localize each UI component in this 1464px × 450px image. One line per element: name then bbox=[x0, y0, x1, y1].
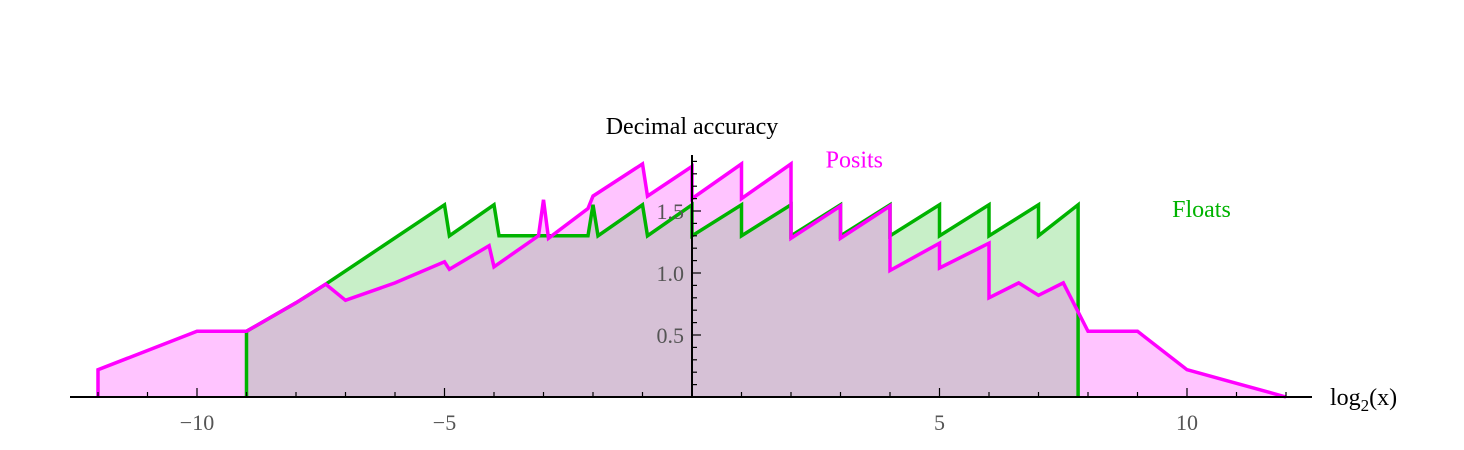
x-axis-title-main: log bbox=[1330, 385, 1361, 411]
x-tick-label: −10 bbox=[180, 410, 214, 435]
y-tick-label: 1.5 bbox=[657, 199, 685, 224]
axes bbox=[70, 155, 1312, 398]
axis-labels: Decimal accuracy log2(x) bbox=[606, 114, 1397, 415]
series-labels: Posits Floats bbox=[826, 148, 1231, 224]
floats-series-line bbox=[244, 201, 1080, 397]
y-tick-label: 1.0 bbox=[657, 261, 685, 286]
x-axis-title: log2(x) bbox=[1330, 385, 1397, 415]
axis-ticks: −10 −5 5 10 0.5 1.0 1.5 bbox=[97, 160, 1287, 435]
x-tick-label: −5 bbox=[433, 410, 456, 435]
x-tick-label: 5 bbox=[934, 410, 945, 435]
floats-series-label: Floats bbox=[1172, 197, 1231, 223]
x-axis-title-subscript: 2 bbox=[1361, 396, 1370, 415]
x-axis-title-suffix: (x) bbox=[1369, 385, 1397, 411]
y-axis-title: Decimal accuracy bbox=[606, 114, 779, 140]
y-tick-label: 0.5 bbox=[657, 323, 685, 348]
posits-series-label: Posits bbox=[826, 148, 883, 174]
x-tick-label: 10 bbox=[1176, 410, 1198, 435]
